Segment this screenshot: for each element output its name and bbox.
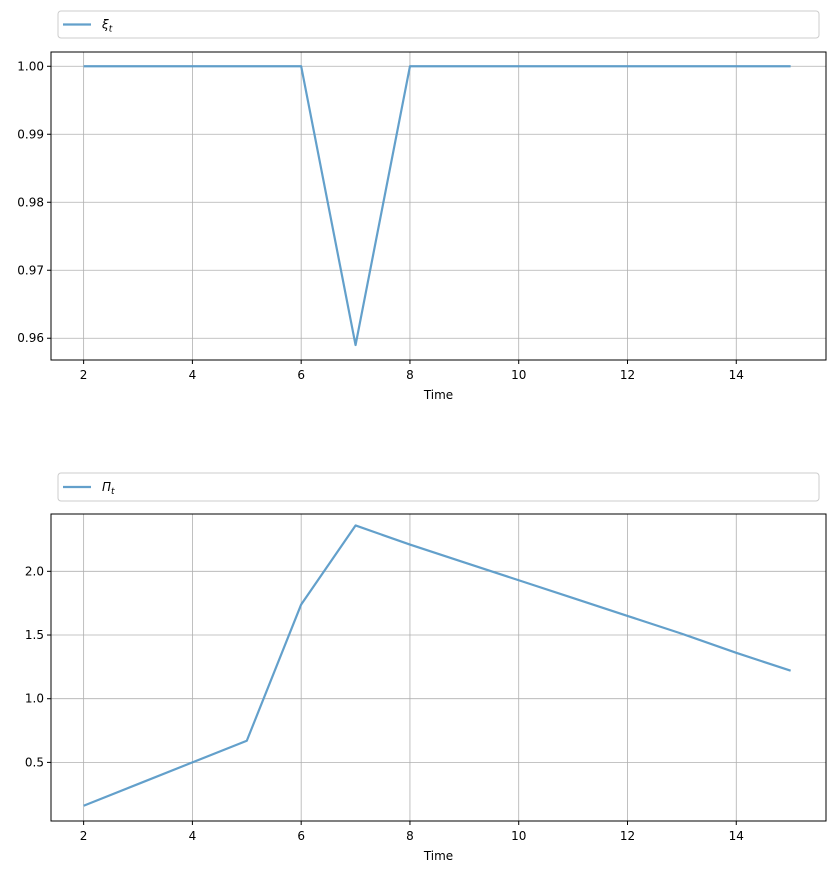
y-tick-label: 0.5 xyxy=(25,755,44,769)
x-tick-label: 8 xyxy=(406,368,414,382)
x-tick-label: 4 xyxy=(189,829,197,843)
legend-label-subscript: t xyxy=(111,487,115,497)
grid xyxy=(51,514,826,821)
legend-box xyxy=(57,10,820,39)
y-tick-label: 2.0 xyxy=(25,564,44,578)
x-tick-label: 8 xyxy=(406,829,414,843)
legend: Πt xyxy=(57,472,820,502)
x-tick-label: 14 xyxy=(729,829,744,843)
x-tick-label: 12 xyxy=(620,829,635,843)
x-tick-label: 10 xyxy=(511,829,526,843)
y-tick-label: 0.97 xyxy=(17,263,44,277)
x-tick-label: 2 xyxy=(80,368,88,382)
x-tick-label: 6 xyxy=(297,829,305,843)
series-line xyxy=(83,524,791,807)
x-axis-label: Time xyxy=(423,388,453,402)
x-tick-label: 10 xyxy=(511,368,526,382)
subplot-1: ξt 2 4 6 8 10 12 14 0.96 0.97 0.98 0.99 1.00 Time xyxy=(17,10,827,402)
y-tick-label: 0.98 xyxy=(17,195,44,209)
y-tick-label: 1.5 xyxy=(25,628,44,642)
y-tick-label: 0.99 xyxy=(17,127,44,141)
x-tick-label: 6 xyxy=(297,368,305,382)
legend: ξt xyxy=(57,10,820,39)
y-tick-label: 0.96 xyxy=(17,331,44,345)
subplot-2: Πt 2 4 6 8 10 12 14 0.5 1.0 1.5 2.0 Time xyxy=(25,472,827,863)
x-tick-label: 12 xyxy=(620,368,635,382)
y-tick-label: 1.00 xyxy=(17,59,44,73)
x-tick-label: 2 xyxy=(80,829,88,843)
x-tick-label: 14 xyxy=(729,368,744,382)
axes-frame xyxy=(50,513,827,822)
grid xyxy=(51,52,826,360)
axes-frame xyxy=(50,51,827,361)
y-tick-label: 1.0 xyxy=(25,692,44,706)
series-line xyxy=(83,65,791,347)
legend-box xyxy=(57,472,820,502)
x-axis-label: Time xyxy=(423,849,453,863)
legend-label: ξt xyxy=(101,18,113,35)
x-tick-label: 4 xyxy=(189,368,197,382)
legend-label-subscript: t xyxy=(109,25,113,35)
